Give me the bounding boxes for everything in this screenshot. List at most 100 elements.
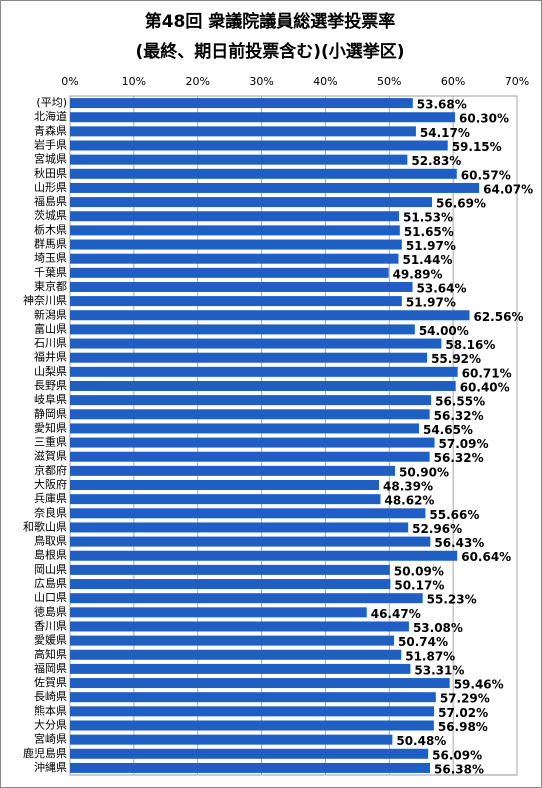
x-tick-label: 40% [313,75,337,88]
y-tick-label: 神奈川県 [23,293,67,307]
bar [70,324,415,335]
y-tick-label: 山梨県 [34,364,67,378]
y-tick-label: 茨城県 [34,208,67,222]
y-tick-label: 秋田県 [34,166,67,180]
y-tick-label: 沖縄県 [34,760,67,774]
y-tick-label: 福島県 [34,194,67,208]
bar [70,663,411,674]
value-label: 48.62% [384,494,434,508]
y-tick-label: 愛知県 [34,420,67,434]
bar [70,692,436,703]
value-label: 51.97% [406,239,456,253]
y-tick-label: 島根県 [34,548,67,562]
bar [70,140,448,151]
y-tick-label: 大阪府 [34,477,67,491]
y-tick-label: 和歌山県 [23,519,67,533]
y-tick-label: 徳島県 [34,604,67,618]
bar [70,395,432,406]
value-label: 53.64% [417,281,467,295]
bar [70,310,470,321]
bar [70,437,435,448]
value-label: 51.97% [406,296,456,310]
value-label: 50.09% [394,564,444,578]
value-label: 49.89% [393,267,443,281]
bar [70,522,409,533]
value-label: 56.09% [432,748,482,762]
bar [70,635,395,646]
bar [70,112,456,123]
value-label: 50.17% [394,579,444,593]
value-label: 60.57% [461,168,511,182]
bar [70,239,402,250]
y-tick-label: 山口県 [34,591,67,604]
bar [70,734,393,745]
value-label: 56.32% [434,409,484,423]
y-tick-label: 岩手県 [34,138,67,152]
bar [70,197,433,208]
y-tick-label: 福岡県 [34,661,67,675]
y-tick-label: 新潟県 [34,307,67,321]
value-label: 60.71% [462,366,512,380]
value-label: 59.46% [454,678,504,692]
bar [70,281,413,292]
bar [70,649,402,660]
value-label: 57.29% [440,692,490,706]
bar [70,480,380,491]
value-label: 58.16% [445,338,495,352]
bar [70,423,419,434]
x-tick-label: 50% [377,75,401,88]
plot-area [69,95,518,776]
y-tick-label: 岐阜県 [34,393,67,406]
bar [70,352,428,363]
x-tick-label: 0% [61,75,78,88]
x-tick-label: 20% [185,75,209,88]
bar [70,182,480,193]
x-tick-label: 10% [122,75,146,88]
bar [70,451,430,462]
y-tick-label: 千葉県 [34,265,67,279]
value-label: 51.53% [403,211,453,225]
bar [70,508,426,519]
bar [70,296,402,307]
value-label: 48.39% [383,480,433,494]
value-label: 52.96% [412,522,462,536]
value-label: 55.23% [427,593,477,607]
bar [70,621,409,632]
value-label: 52.83% [411,154,461,168]
x-tick-label: 70% [505,75,529,88]
bar [70,678,450,689]
bar [70,762,431,773]
y-tick-label: 佐賀県 [34,675,67,689]
bar [70,267,389,278]
value-label: 50.90% [399,465,449,479]
y-tick-label: 鳥取県 [34,534,67,548]
bar [70,564,390,575]
bar [70,465,396,476]
value-label: 62.56% [473,310,523,324]
y-tick-label: 鹿児島県 [23,746,67,760]
y-tick-label: 青森県 [34,123,67,137]
bar [70,380,456,391]
value-label: 54.17% [420,126,470,140]
y-tick-label: 宮城県 [34,152,67,166]
y-tick-label: 静岡県 [34,406,67,420]
value-label: 51.44% [402,253,452,267]
chart-title: 第48回 衆議院議員総選挙投票率 [145,11,396,32]
value-label: 60.64% [461,550,511,564]
y-tick-label: 三重県 [34,435,67,449]
value-label: 50.74% [398,635,448,649]
value-label: 46.47% [371,607,421,621]
value-label: 54.65% [423,423,473,437]
y-tick-label: 宮崎県 [34,732,67,746]
y-tick-label: 埼玉県 [34,251,67,265]
value-label: 51.87% [405,649,455,663]
value-label: 57.09% [439,437,489,451]
bar [70,494,381,505]
value-label: 53.68% [417,98,467,112]
value-label: 56.98% [438,720,488,734]
value-label: 56.38% [434,762,484,776]
value-label: 51.65% [404,225,454,239]
value-label: 55.92% [431,352,481,366]
value-label: 50.48% [396,734,446,748]
y-tick-label: 滋賀県 [34,450,67,463]
